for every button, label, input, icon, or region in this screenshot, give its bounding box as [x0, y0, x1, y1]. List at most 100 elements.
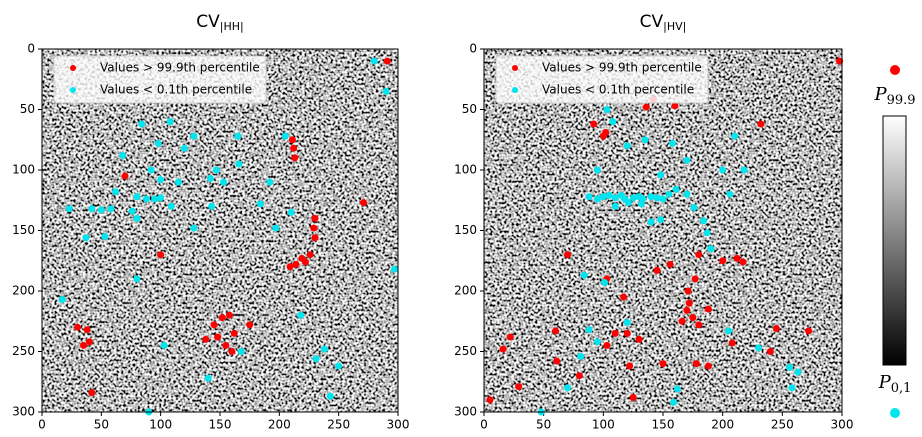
y-tick-label: 250	[454, 344, 477, 358]
scatter-point	[311, 214, 319, 222]
scatter-point	[166, 118, 174, 126]
y-tick-label: 150	[12, 223, 35, 237]
scatter-point	[234, 132, 242, 140]
scatter-point	[147, 166, 155, 174]
scatter-point	[292, 260, 300, 268]
image-noise	[42, 49, 398, 412]
scatter-point	[564, 384, 572, 392]
title-subscript: |HV|	[663, 20, 686, 33]
scatter-point	[167, 202, 175, 210]
scatter-point	[666, 260, 674, 268]
scatter-point	[142, 195, 150, 203]
scatter-point	[603, 106, 611, 113]
scatter-point	[552, 327, 560, 335]
scatter-point	[671, 102, 679, 110]
scatter-point	[237, 348, 245, 355]
scatter-point	[246, 321, 254, 329]
scatter-point	[689, 314, 697, 322]
scatter-point	[647, 218, 655, 226]
colorbar-top-label: P99.9	[873, 84, 915, 108]
scatter-point	[190, 224, 198, 232]
scatter-point	[220, 178, 228, 186]
scatter-point	[725, 327, 733, 335]
scatter-point	[101, 233, 109, 241]
scatter-point	[157, 176, 165, 184]
x-tick-label: 50	[536, 418, 551, 432]
scatter-point	[577, 352, 585, 360]
scatter-point	[225, 311, 233, 319]
scatter-point	[486, 396, 494, 404]
colorbar-top-sub: 99.9	[887, 93, 916, 108]
scatter-point	[133, 275, 141, 283]
y-tick-label: 300	[12, 405, 35, 419]
scatter-point	[585, 326, 593, 334]
scatter-point	[695, 321, 703, 329]
scatter-point	[623, 318, 631, 326]
scatter-point	[657, 171, 665, 179]
scatter-point	[692, 360, 700, 368]
scatter-point	[719, 166, 727, 174]
scatter-point	[290, 144, 298, 152]
x-tick-label: 100	[149, 418, 172, 432]
scatter-point	[204, 374, 212, 382]
scatter-point	[593, 166, 601, 174]
scatter-point	[320, 345, 328, 353]
scatter-point	[515, 383, 523, 391]
scatter-point	[593, 338, 601, 346]
scatter-point	[301, 258, 309, 266]
legend-label: Values > 99.9th percentile	[100, 61, 260, 75]
scatter-point	[609, 118, 617, 126]
scatter-point	[772, 325, 780, 333]
scatter-point	[297, 311, 305, 319]
scatter-point	[605, 191, 613, 199]
title-main: CV	[640, 12, 664, 32]
scatter-point	[599, 193, 607, 201]
title-subscript: |HH|	[220, 20, 244, 33]
scatter-point	[707, 245, 715, 253]
scatter-point	[629, 393, 637, 401]
x-tick-label: 250	[327, 418, 350, 432]
scatter-point	[266, 178, 274, 186]
scatter-point	[107, 205, 115, 213]
scatter-point	[326, 392, 334, 400]
legend-box	[53, 55, 267, 104]
scatter-point	[757, 120, 765, 128]
scatter-point	[133, 193, 141, 201]
scatter-point	[766, 348, 774, 355]
x-tick-label: 300	[387, 418, 410, 432]
scatter-point	[154, 139, 162, 147]
scatter-point	[235, 160, 243, 168]
legend-label: Values > 99.9th percentile	[542, 61, 702, 75]
scatter-point	[180, 144, 188, 152]
legend-marker	[70, 65, 76, 71]
scatter-point	[151, 195, 159, 203]
y-tick-label: 0	[27, 42, 35, 56]
x-tick-label: 100	[592, 418, 615, 432]
legend-marker	[512, 65, 518, 71]
legend-marker	[512, 87, 518, 93]
panel-title: CV|HV|	[640, 12, 687, 33]
y-tick-label: 200	[454, 284, 477, 298]
scatter-point	[794, 368, 802, 376]
colorbar-top-p: P	[873, 84, 887, 105]
scatter-point	[683, 156, 691, 164]
scatter-point	[641, 136, 649, 144]
scatter-point	[390, 265, 398, 273]
scatter-point	[287, 208, 295, 216]
scatter-point	[703, 229, 711, 237]
scatter-point	[665, 190, 673, 198]
x-tick-label: 300	[831, 418, 854, 432]
scatter-point	[623, 142, 631, 150]
colorbar	[882, 115, 907, 366]
scatter-point	[733, 254, 741, 262]
y-tick-label: 0	[469, 42, 477, 56]
scatter-point	[112, 188, 120, 196]
scatter-point	[704, 362, 712, 370]
scatter-point	[83, 326, 91, 334]
x-tick-label: 200	[711, 418, 734, 432]
scatter-point	[575, 372, 583, 380]
image-noise	[484, 49, 842, 412]
scatter-point	[695, 251, 703, 259]
scatter-point	[731, 132, 739, 140]
scatter-point	[58, 295, 66, 303]
